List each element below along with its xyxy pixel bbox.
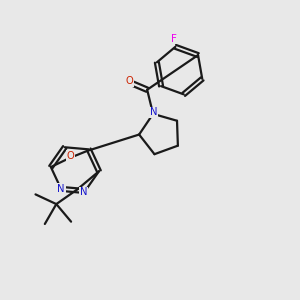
Text: O: O <box>125 76 133 86</box>
Text: N: N <box>57 184 65 194</box>
Text: N: N <box>150 107 158 117</box>
Text: N: N <box>80 188 87 197</box>
Text: O: O <box>67 151 74 161</box>
Text: F: F <box>171 34 177 44</box>
